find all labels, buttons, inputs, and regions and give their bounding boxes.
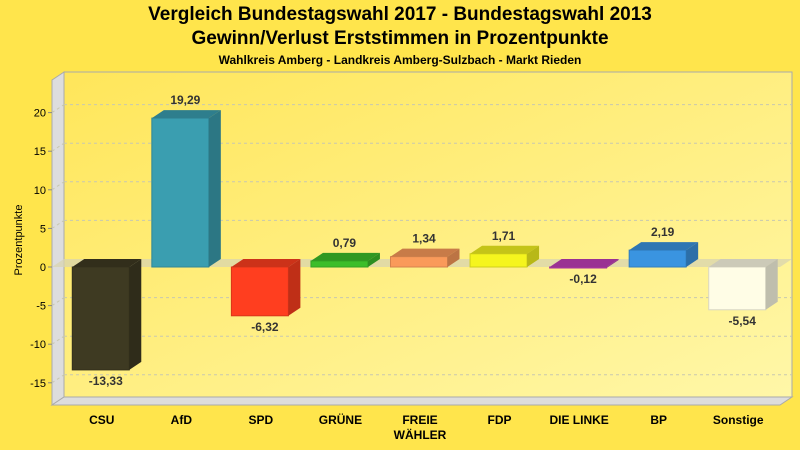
data-label: 2,19 — [651, 225, 675, 239]
bar-front — [230, 266, 289, 317]
plot-floor — [50, 396, 794, 406]
bar-die-linke — [549, 259, 619, 269]
bar-side — [765, 259, 778, 310]
y-tick-label: 15 — [34, 146, 46, 158]
bar-top — [231, 259, 301, 267]
bar-side — [208, 110, 221, 267]
bar-top — [708, 259, 778, 267]
y-tick-label: -15 — [30, 378, 46, 390]
data-label: 1,34 — [412, 232, 436, 246]
bar-top — [72, 259, 142, 267]
bar-front — [549, 266, 608, 269]
bar-front — [310, 260, 369, 268]
grid-line-side — [51, 142, 65, 152]
plot-left-wall — [51, 71, 65, 406]
y-tick-label: 0 — [40, 262, 46, 274]
x-tick-label: DIE LINKE — [549, 413, 608, 427]
y-tick-label: 10 — [34, 185, 46, 197]
bar-front — [151, 117, 210, 268]
bar-afd — [151, 110, 221, 268]
y-axis-label: Prozentpunkte — [13, 205, 25, 276]
bar-front — [708, 266, 767, 311]
bar-top — [390, 248, 460, 257]
x-tick-label: AfD — [171, 413, 193, 427]
bar-front — [71, 266, 130, 371]
chart-subtitle-location: Wahlkreis Amberg - Landkreis Amberg-Sulz… — [218, 53, 582, 67]
bar-fdp — [469, 245, 540, 268]
y-tick-label: -10 — [30, 339, 46, 351]
bar-side — [606, 259, 619, 268]
bar-front — [469, 253, 528, 268]
grid-line-side — [51, 104, 65, 114]
y-tick-label: -5 — [36, 301, 46, 313]
x-tick-label: FREIE WÄHLER — [394, 413, 447, 442]
x-tick-label: CSU — [89, 413, 114, 427]
chart-subtitle: Gewinn/Verlust Erststimmen in Prozentpun… — [191, 28, 609, 49]
bar-side — [527, 245, 540, 267]
bar-top — [549, 259, 619, 267]
x-tick-label: GRÜNE — [319, 412, 362, 427]
data-label: -6,32 — [251, 320, 279, 334]
bar-spd — [230, 259, 301, 317]
data-label: 19,29 — [170, 93, 200, 107]
grid-line-side — [51, 297, 65, 307]
x-tick-label: FDP — [488, 413, 512, 427]
data-label: -5,54 — [729, 314, 757, 328]
data-label: -13,33 — [89, 374, 123, 388]
bar-freie-wähler — [390, 248, 460, 268]
bar-top — [151, 110, 221, 119]
bar-front — [390, 256, 448, 268]
bar-grüne — [310, 252, 380, 268]
bar-side — [288, 259, 301, 316]
bar-bp — [628, 242, 699, 268]
bar-side — [129, 259, 142, 370]
grid-line-side — [51, 181, 65, 191]
bar-top — [310, 252, 380, 261]
bar-top — [470, 245, 540, 254]
data-label: 1,71 — [492, 229, 516, 243]
grid-line-side — [51, 219, 65, 229]
chart-title: Vergleich Bundestagswahl 2017 - Bundesta… — [148, 4, 652, 25]
y-tick-label: 5 — [40, 223, 46, 235]
bar-side — [367, 252, 380, 267]
bar-front — [628, 249, 687, 268]
bar-csu — [71, 259, 142, 371]
bar-side — [686, 242, 699, 267]
x-tick-label: SPD — [249, 413, 274, 427]
x-tick-label: Sonstige — [713, 413, 764, 427]
bar-top — [629, 242, 699, 251]
data-label: 0,79 — [333, 236, 357, 250]
data-label: -0,12 — [569, 272, 597, 286]
grid-line-side — [51, 374, 65, 384]
grid-line-side — [51, 335, 65, 345]
x-tick-label: BP — [650, 413, 667, 427]
bar-side — [447, 248, 460, 267]
bar-sonstige — [708, 259, 778, 311]
y-tick-label: 20 — [34, 108, 46, 120]
